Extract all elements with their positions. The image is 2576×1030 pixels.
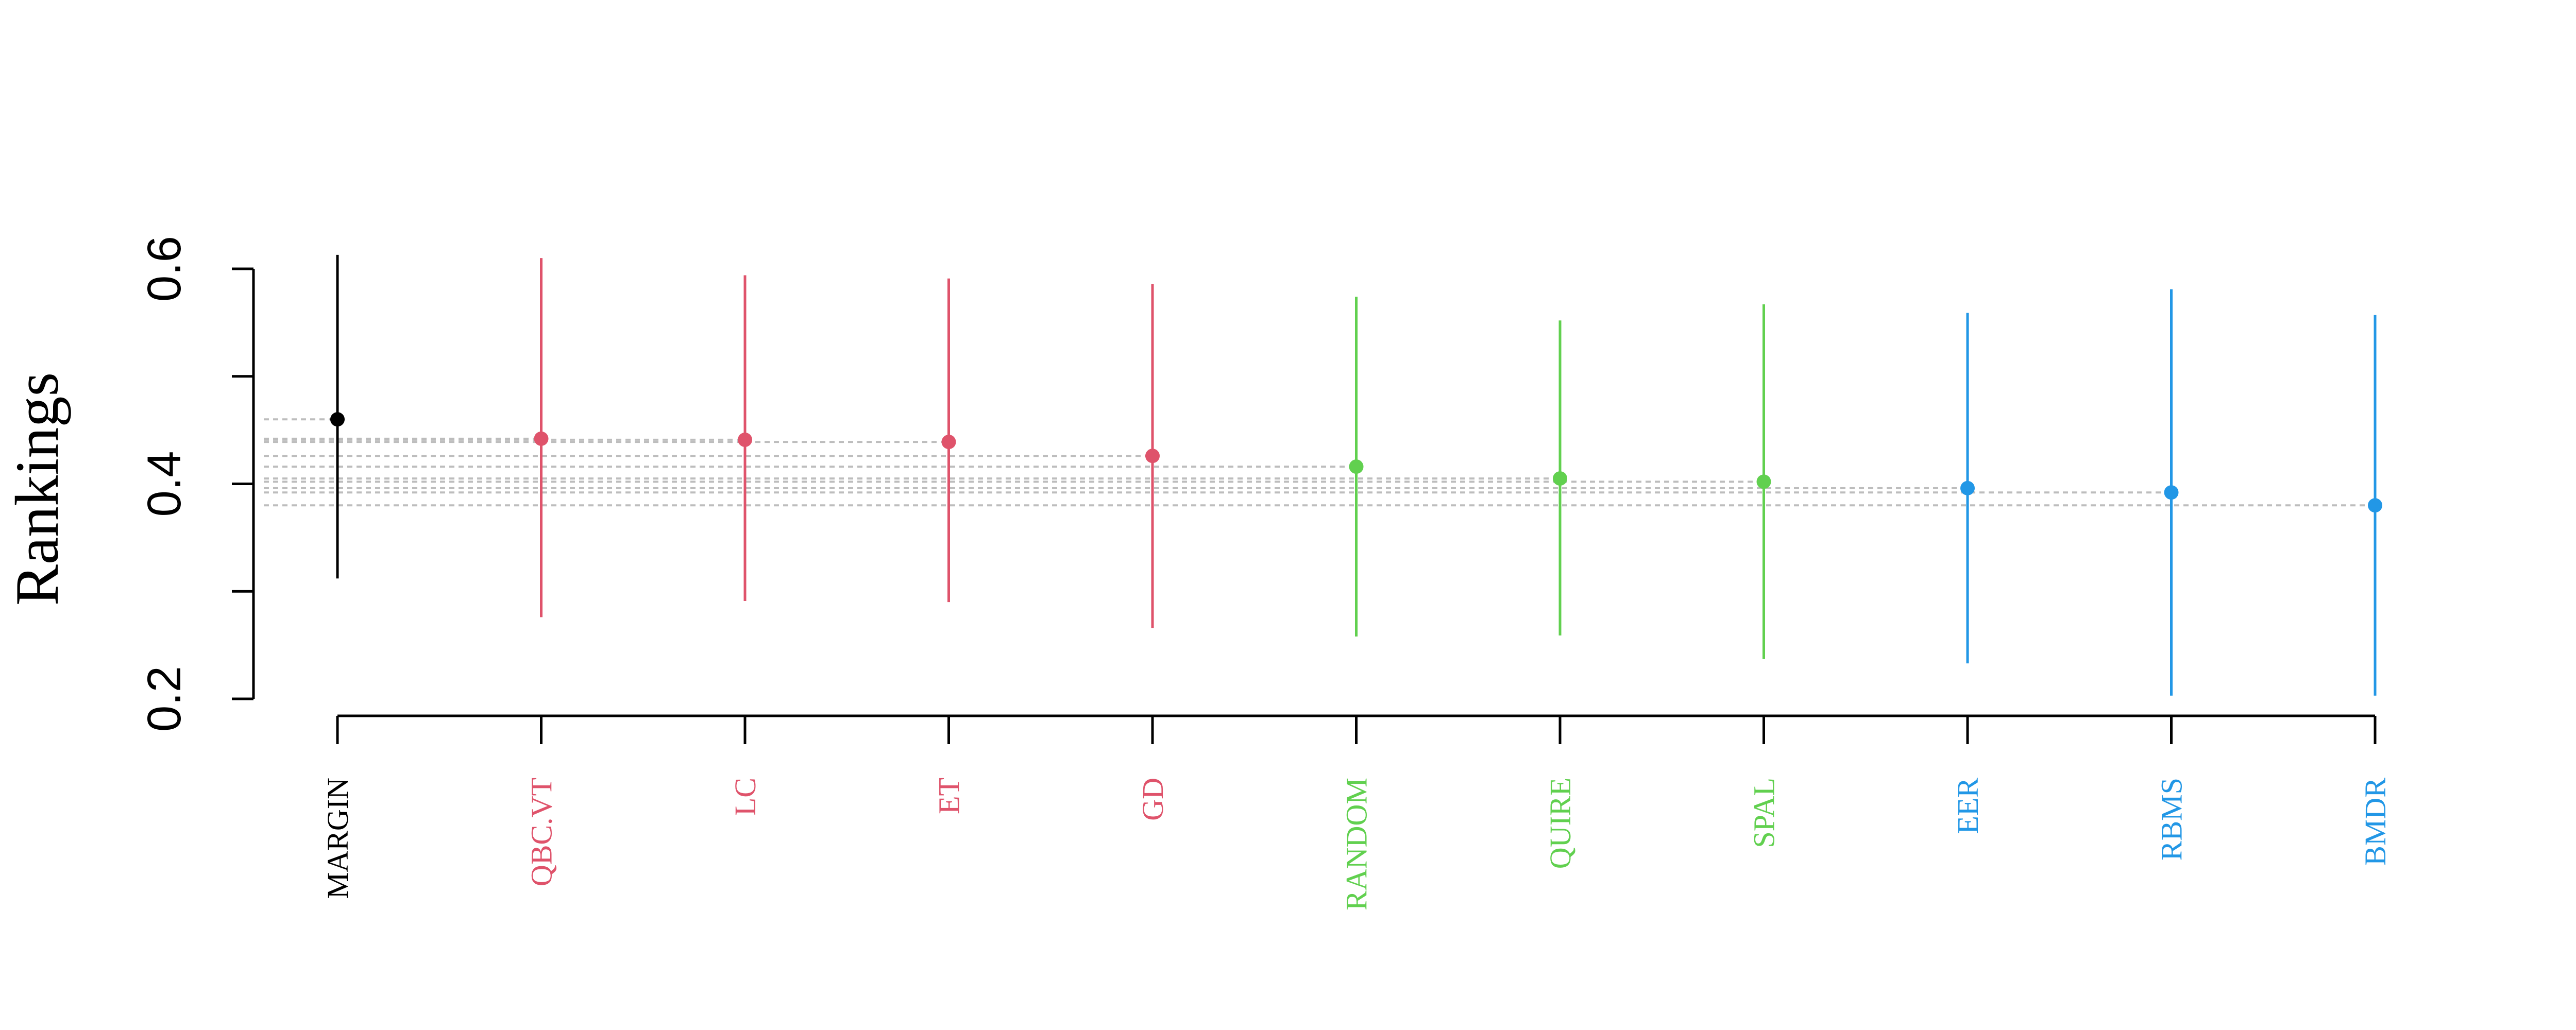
mean-point	[1553, 471, 1567, 486]
x-tick-label: LC	[728, 778, 762, 816]
x-tick-label: SPAL	[1748, 778, 1781, 848]
x-axis	[336, 714, 2377, 744]
mean-point	[1145, 449, 1160, 464]
mean-point	[941, 435, 956, 450]
x-tick-label: BMDR	[2359, 778, 2392, 866]
y-axis-label: Rankings	[3, 372, 71, 606]
x-tick-label: GD	[1136, 778, 1170, 821]
mean-point	[738, 432, 752, 447]
x-tick-label: MARGIN	[321, 778, 354, 899]
x-tick-labels: MARGIN QBC.VT LC ET GD RANDOM QUIRE SPAL EER RBMS…	[321, 778, 2392, 911]
mean-points	[330, 412, 2382, 513]
mean-point	[2368, 498, 2382, 513]
x-tick-label: RBMS	[2155, 778, 2189, 861]
mean-point	[330, 412, 345, 427]
confidence-intervals	[336, 254, 2377, 696]
y-tick-label: 0.2	[138, 666, 191, 732]
y-tick-label: 0.4	[138, 451, 191, 517]
x-tick-label: EER	[1951, 778, 1985, 834]
x-tick-label: QUIRE	[1544, 778, 1577, 869]
x-tick-label: QBC.VT	[525, 778, 558, 886]
x-tick-label: RANDOM	[1340, 778, 1374, 911]
mean-point	[534, 431, 549, 446]
y-axis: 0.2 0.4 0.6	[138, 236, 255, 732]
y-tick-label: 0.6	[138, 236, 191, 302]
reference-lines	[264, 418, 2375, 507]
mean-point	[1960, 480, 1975, 495]
x-tick-label: ET	[933, 778, 966, 814]
mean-point	[2164, 485, 2179, 500]
mean-point	[1756, 474, 1771, 489]
mean-point	[1349, 459, 1364, 474]
